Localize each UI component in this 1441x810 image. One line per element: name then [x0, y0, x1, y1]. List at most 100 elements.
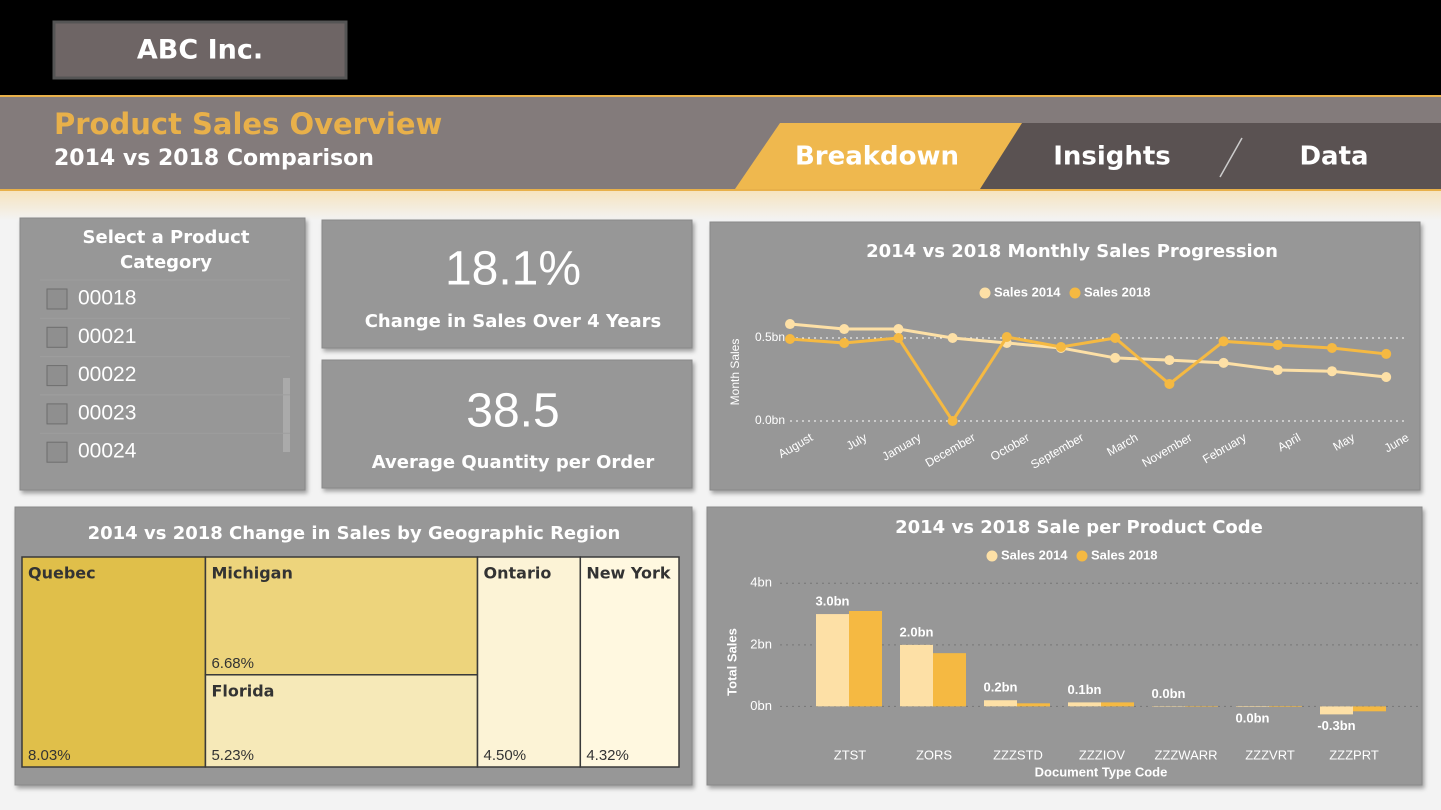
point [1327, 342, 1337, 353]
point [1110, 352, 1121, 363]
bar [984, 700, 1017, 707]
legend-marker [979, 287, 991, 299]
x-tick-label: ZZZSTD [993, 747, 1043, 762]
bar [1152, 706, 1185, 707]
point [1218, 357, 1229, 368]
chart-title: 2014 vs 2018 Sale per Product Code [895, 517, 1263, 538]
kpi-label: Change in Sales Over 4 Years [365, 311, 662, 332]
line [789, 335, 1387, 424]
point [1381, 348, 1392, 359]
point [1056, 341, 1066, 352]
legend-marker [1069, 287, 1081, 299]
cell-value: 4.50% [484, 747, 527, 764]
y-tick-label: 2bn [750, 636, 772, 651]
point [839, 337, 850, 348]
line-panel [709, 221, 1421, 491]
tab-strip [980, 123, 1441, 189]
y-tick-label: 0bn [750, 698, 772, 713]
x-axis-title: Document Type Code [1035, 764, 1168, 779]
point [1272, 365, 1283, 376]
page-title: Product Sales Overview [54, 107, 442, 141]
point [1001, 332, 1012, 343]
point [947, 416, 958, 426]
point [893, 333, 904, 343]
point [1272, 339, 1283, 350]
y-axis-title: Total Sales [724, 628, 739, 696]
cell-value: 6.68% [211, 655, 254, 672]
treemap-cell [204, 556, 479, 676]
bar [1185, 706, 1218, 707]
tab-separator [1219, 137, 1243, 178]
checkbox[interactable] [46, 326, 68, 348]
bar [1101, 702, 1134, 707]
bar [1320, 706, 1353, 715]
legend-label: Sales 2018 [1084, 284, 1151, 299]
cell-value: 4.32% [586, 747, 629, 764]
tab[interactable]: Insights [1053, 142, 1171, 172]
legend-marker [1076, 550, 1088, 562]
point [1110, 333, 1121, 343]
legend-label: Sales 2014 [1001, 547, 1068, 562]
slicer-title: Select a Product [83, 227, 250, 248]
company: ABC Inc. [137, 35, 263, 66]
treemap-cell [21, 556, 207, 768]
data-label: 3.0bn [816, 594, 850, 609]
point [1218, 336, 1229, 347]
slicer-item: 00024 [78, 440, 137, 463]
legend-label: Sales 2014 [994, 284, 1061, 299]
treemap-cell [204, 674, 479, 768]
treemap-cell [476, 556, 582, 768]
point [1164, 378, 1175, 389]
bar [1353, 706, 1386, 712]
point [785, 333, 795, 344]
bar [1236, 706, 1269, 707]
chart-title: 2014 vs 2018 Change in Sales by Geograph… [88, 523, 621, 544]
checkbox[interactable] [46, 365, 68, 387]
bar [816, 614, 849, 707]
legend-label: Sales 2018 [1091, 547, 1158, 562]
checkbox[interactable] [46, 403, 68, 425]
treemap-cell [579, 556, 680, 768]
kpi-card [321, 219, 693, 349]
point [1327, 366, 1337, 377]
y-axis-title: Month Sales [728, 339, 742, 406]
bar [1017, 703, 1050, 707]
data-label: -0.3bn [1317, 718, 1355, 733]
page-subtitle: 2014 vs 2018 Comparison [54, 146, 374, 171]
cell-value: 8.03% [28, 747, 71, 764]
bar [933, 653, 966, 707]
checkbox[interactable] [46, 441, 68, 463]
bar [1269, 706, 1302, 707]
data-label: 2.0bn [900, 624, 934, 639]
checkbox[interactable] [46, 288, 68, 310]
data-label: 0.0bn [1236, 710, 1270, 725]
slicer-item: 00018 [78, 287, 136, 310]
data-label: 0.2bn [984, 680, 1018, 695]
x-tick-label: ZZZWARR [1154, 747, 1217, 762]
x-tick-label: ZORS [916, 747, 952, 762]
chart-title: 2014 vs 2018 Monthly Sales Progression [866, 241, 1278, 262]
cell-label: Florida [211, 681, 274, 700]
y-tick-label: 0.5bn [755, 330, 785, 344]
point [785, 319, 795, 330]
data-label: 0.0bn [1152, 686, 1186, 701]
company-box [52, 20, 348, 80]
scrollbar[interactable] [283, 378, 290, 452]
cell-label: Ontario [484, 564, 552, 583]
x-tick-label: ZZZPRT [1329, 747, 1379, 762]
slicer-item: 00022 [78, 363, 136, 386]
tab-active[interactable] [735, 123, 1022, 189]
y-tick-label: 0.0bn [755, 413, 785, 427]
tab[interactable]: Data [1299, 142, 1368, 172]
tab[interactable]: Breakdown [795, 142, 959, 172]
kpi-value: 18.1% [445, 243, 581, 296]
bar [900, 644, 933, 707]
data-label: 0.1bn [1068, 682, 1102, 697]
slicer-item: 00023 [78, 401, 136, 424]
kpi-card [321, 359, 693, 489]
x-tick-label: ZZZIOV [1079, 747, 1126, 762]
bar [1068, 702, 1101, 707]
y-tick-label: 4bn [750, 575, 772, 590]
x-tick-label: ZZZVRT [1245, 747, 1295, 762]
